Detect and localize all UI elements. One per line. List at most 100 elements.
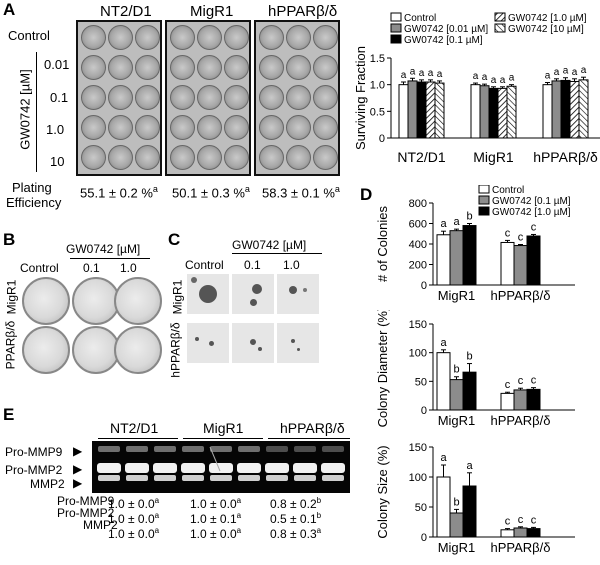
plating-value-nt2d1: 55.1 ± 0.2 %a: [80, 184, 158, 200]
sig-letter: a: [440, 218, 447, 230]
gel-group-line-hppar: [268, 438, 350, 439]
dish-b-ppar-1-0: [114, 326, 162, 374]
y-tick-label: 1.5: [370, 53, 385, 65]
well: [108, 85, 133, 110]
category-label: hPPARβ/δ: [491, 288, 551, 303]
panel-label-e: E: [3, 405, 15, 424]
quant-labels: Pro-MMP9 Pro-MMP2 MMP2: [57, 495, 118, 531]
plating-value-text: 58.3 ± 0.1 %: [262, 185, 335, 201]
y-axis-label: Colony Size (%): [375, 445, 390, 538]
y-axis-label: Colony Diameter (%): [375, 310, 390, 427]
plating-value-text: 55.1 ± 0.2 %: [80, 185, 153, 201]
sig-letter: a: [244, 184, 250, 194]
y-tick-label: 800: [409, 198, 427, 210]
sig-letter: a: [334, 184, 340, 194]
col-header-nt2d1: NT2/D1: [100, 3, 152, 20]
band-pro-mmp9: [154, 446, 176, 452]
well: [224, 145, 249, 170]
bar: [449, 512, 464, 538]
well: [259, 25, 284, 50]
y-tick-label: 200: [409, 260, 427, 272]
sig-letter: a: [509, 73, 515, 84]
bar: [479, 85, 490, 139]
legend-swatch: [390, 12, 402, 22]
sig-letter: a: [152, 184, 158, 194]
sig-letter: a: [440, 337, 447, 349]
plate-hppar: [254, 20, 340, 176]
bar: [436, 352, 451, 411]
y-tick-label: 400: [409, 239, 427, 251]
zymogram-gel: [92, 441, 350, 493]
well: [286, 85, 311, 110]
dish-b-migr1-1-0: [114, 277, 162, 325]
sig-letter: c: [518, 375, 524, 387]
legend-swatch: [478, 195, 490, 205]
band-label-pro-mmp2: Pro-MMP2: [5, 463, 63, 477]
band-mmp2: [210, 475, 232, 481]
legend-label: GW0742 [0.1 µM]: [492, 196, 571, 207]
panel-b-row-ppar: PPARβ/δ: [3, 320, 18, 370]
band-pro-mmp2: [321, 463, 345, 473]
well: [108, 145, 133, 170]
sig-letter: a: [154, 496, 160, 505]
y-tick-label: 0: [421, 532, 427, 544]
well: [313, 85, 338, 110]
legend-swatch: [478, 185, 490, 194]
panel-label-a: A: [3, 0, 16, 19]
well: [197, 25, 222, 50]
gel-group-hppar: hPPARβ/δ: [280, 420, 345, 436]
legend-label: GW0742 [0.1 µM]: [404, 35, 483, 46]
gel-group-migr1: MigR1: [203, 420, 244, 436]
panel-c-row-migr1: MigR1: [170, 279, 185, 315]
sig-letter: c: [505, 227, 511, 239]
panel-c-col-1-0: 1.0: [283, 258, 300, 272]
quant-col-hppar: 0.8 ± 0.2b 0.5 ± 0.1b 0.8 ± 0.3a: [270, 495, 321, 540]
sig-letter: a: [410, 66, 416, 77]
field-c-migr1-0-1: [232, 274, 274, 314]
field-c-migr1-control: [187, 274, 229, 314]
legend-label: GW0742 [10 µM]: [508, 24, 584, 35]
well: [108, 115, 133, 140]
bar: [513, 245, 528, 286]
category-label: hPPARβ/δ: [491, 413, 551, 428]
well: [197, 115, 222, 140]
well: [135, 85, 160, 110]
panel-c-col-control: Control: [185, 258, 224, 272]
sig-letter: a: [554, 67, 560, 78]
bar: [526, 388, 541, 411]
band-pro-mmp2: [181, 463, 205, 473]
sig-letter: a: [419, 68, 425, 79]
well: [135, 55, 160, 80]
field-c-migr1-1-0: [277, 274, 319, 314]
well: [81, 55, 106, 80]
sig-letter: b: [316, 496, 322, 505]
band-mmp2: [98, 475, 120, 481]
quant-label: MMP2: [83, 518, 118, 532]
bar: [560, 79, 571, 139]
legend-label: GW0742 [0.01 µM]: [404, 24, 488, 35]
well: [197, 55, 222, 80]
sig-letter: c: [531, 221, 537, 233]
bar: [462, 225, 477, 286]
well: [108, 55, 133, 80]
band-pro-mmp9: [238, 446, 260, 452]
well: [224, 115, 249, 140]
sig-letter: a: [466, 460, 473, 472]
band-pro-mmp2: [209, 463, 233, 473]
bar: [449, 379, 464, 411]
band-pro-mmp9: [294, 446, 316, 452]
sig-letter: b: [316, 511, 322, 520]
well: [170, 145, 195, 170]
gel-group-nt2d1: NT2/D1: [110, 420, 159, 436]
field-c-hppar-1-0: [277, 323, 319, 363]
panel-label-c: C: [168, 230, 181, 249]
sig-letter: a: [437, 69, 443, 80]
sig-letter: a: [428, 68, 434, 79]
well: [286, 145, 311, 170]
well: [170, 115, 195, 140]
well: [313, 115, 338, 140]
panel-c-header-line: [232, 253, 322, 254]
band-label-pro-mmp9: Pro-MMP9: [5, 445, 63, 459]
